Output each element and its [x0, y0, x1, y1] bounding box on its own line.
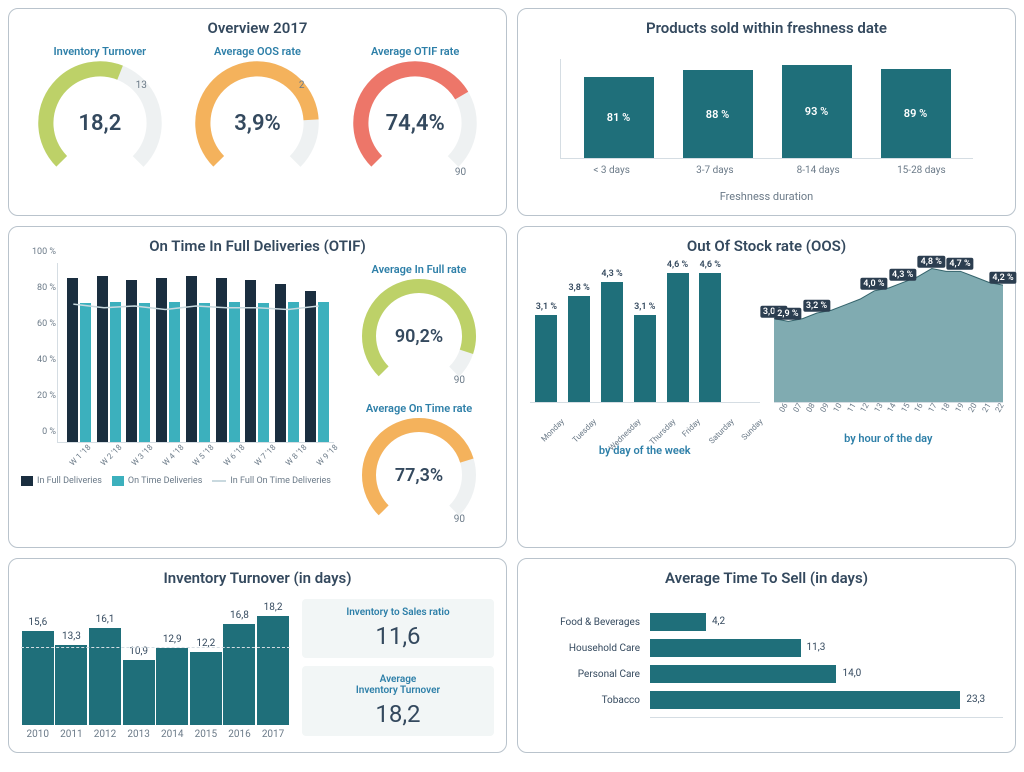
oos-dow-caption: by day of the week	[530, 444, 760, 457]
freshness-title: Products sold within freshness date	[530, 19, 1003, 37]
freshness-bar: 81 %	[584, 77, 654, 158]
otif-week-col	[216, 263, 240, 442]
atts-card: Average Time To Sell (in days) Food & Be…	[517, 558, 1016, 753]
atts-bars: Food & Beverages 4,2 Household Care 11,3…	[530, 595, 1003, 709]
freshness-bar: 89 %	[881, 69, 951, 158]
freshness-card: Products sold within freshness date 81 %…	[517, 8, 1016, 216]
turnover-bar: 16,1	[89, 614, 121, 725]
overview-card: Overview 2017 Inventory Turnover 18,2 13…	[8, 8, 507, 216]
oos-hour-area: 3,0 %2,9 %3,2 %4,0 %4,3 %4,8 %4,7 %4,2 %	[774, 263, 1004, 403]
otif-week-col	[156, 263, 180, 442]
atts-title: Average Time To Sell (in days)	[530, 569, 1003, 587]
otif-week-col	[97, 263, 121, 442]
oos-dow-bars: 3,1 % 3,8 % 4,3 % 3,1 % 4,6 % 4,6 %	[530, 263, 760, 403]
turnover-bar: 12,2	[190, 638, 222, 725]
oos-title: Out Of Stock rate (OOS)	[530, 237, 1003, 255]
turnover-bar: 16,8	[223, 610, 255, 725]
freshness-axis-label: Freshness duration	[560, 190, 973, 203]
atts-row: Personal Care 14,0	[530, 665, 983, 683]
otif-week-col	[305, 263, 329, 442]
oos-dow-bar: 4,6 %	[699, 260, 721, 402]
gauge-average-in-full-rate: Average In Full rate 90,2% 90	[344, 263, 494, 396]
freshness-bar: 88 %	[683, 70, 753, 158]
turnover-bar: 15,6	[22, 617, 54, 725]
otif-week-col	[275, 263, 299, 442]
oos-dow-bar: 3,8 %	[568, 283, 590, 402]
atts-row: Household Care 11,3	[530, 639, 983, 657]
gauge-inventory-turnover: Inventory Turnover 18,2 13	[25, 45, 175, 188]
gauge-average-on-time-rate: Average On Time rate 77,3% 90	[344, 402, 494, 535]
oos-hour-caption: by hour of the day	[774, 432, 1004, 445]
oos-card: Out Of Stock rate (OOS) 3,1 % 3,8 % 4,3 …	[517, 226, 1016, 548]
turnover-title: Inventory Turnover (in days)	[21, 569, 494, 587]
otif-card: On Time In Full Deliveries (OTIF) 0 %20 …	[8, 226, 507, 548]
otif-week-col	[245, 263, 269, 442]
atts-row: Tobacco 23,3	[530, 691, 983, 709]
otif-title: On Time In Full Deliveries (OTIF)	[21, 237, 494, 255]
turnover-bar: 13,3	[55, 631, 87, 725]
turnover-card: Inventory Turnover (in days) 15,6 13,3 1…	[8, 558, 507, 753]
kpi-box: AverageInventory Turnover 18,2	[302, 666, 494, 736]
overview-gauges: Inventory Turnover 18,2 13 Average OOS r…	[21, 45, 494, 188]
gauge-average-oos-rate: Average OOS rate 3,9% 2	[182, 45, 332, 188]
freshness-bar: 93 %	[782, 65, 852, 158]
freshness-bars: 81 % 88 % 93 % 89 %	[560, 59, 973, 159]
turnover-bars: 15,6 13,3 16,1 10,9 12,9 12,2 16,8 18,2	[21, 595, 290, 725]
otif-bars: 0 %20 %40 %60 %80 %100 %	[57, 263, 334, 443]
otif-week-col	[67, 263, 91, 442]
otif-week-col	[126, 263, 150, 442]
oos-dow-bar: 4,6 %	[667, 260, 689, 402]
atts-row: Food & Beverages 4,2	[530, 613, 983, 631]
oos-dow-bar: 3,1 %	[535, 302, 557, 402]
kpi-box: Inventory to Sales ratio 11,6	[302, 599, 494, 658]
gauge-average-otif-rate: Average OTIF rate 74,4% 90	[340, 45, 490, 188]
otif-legend: In Full Deliveries On Time Deliveries In…	[21, 476, 334, 486]
otif-week-col	[186, 263, 210, 442]
oos-dow-bar: 4,3 %	[601, 269, 623, 402]
turnover-bar: 10,9	[123, 646, 155, 725]
turnover-bar: 18,2	[257, 602, 289, 725]
oos-dow-bar: 3,1 %	[634, 302, 656, 402]
